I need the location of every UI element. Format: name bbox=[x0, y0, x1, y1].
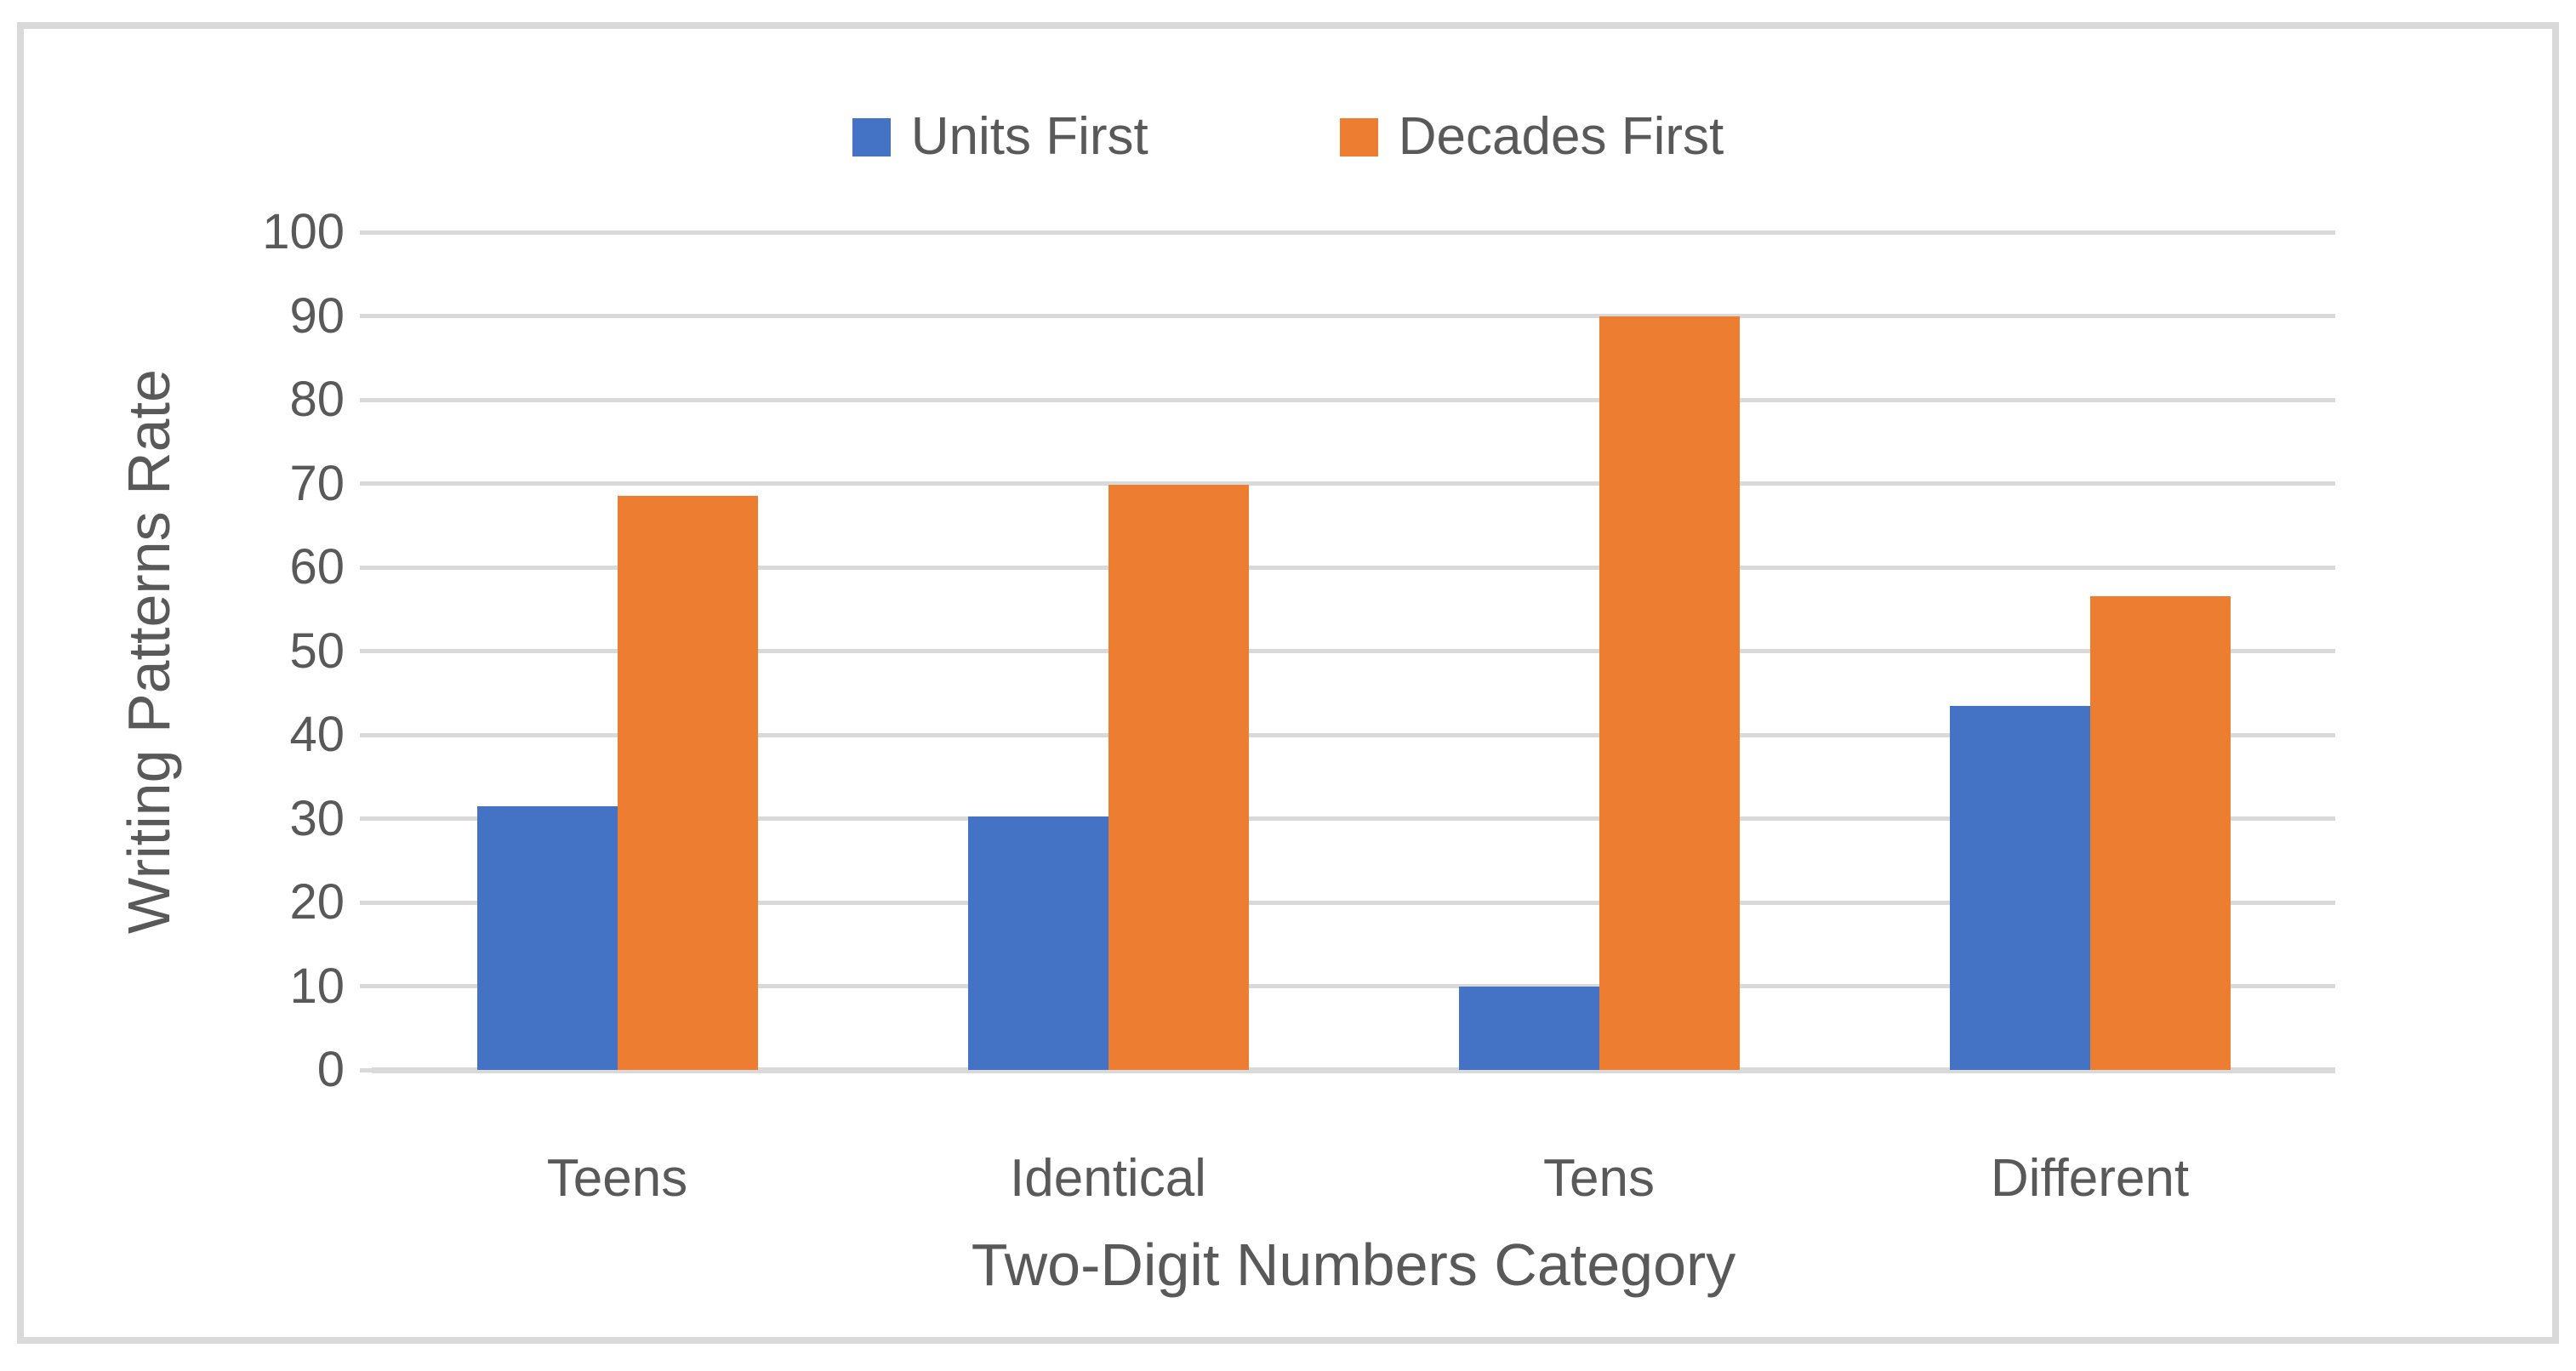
y-tick-label-80: 80 bbox=[289, 372, 345, 427]
y-axis-tick bbox=[360, 314, 372, 318]
y-tick-label-0: 0 bbox=[316, 1042, 345, 1097]
bar-decades-first-identical bbox=[1108, 485, 1249, 1070]
y-axis-tick bbox=[360, 816, 372, 821]
y-tick-label-50: 50 bbox=[289, 623, 345, 679]
gridline bbox=[372, 732, 2335, 737]
bar-units-first-identical bbox=[967, 816, 1108, 1070]
y-axis-tick bbox=[360, 900, 372, 905]
y-axis-tick bbox=[360, 984, 372, 988]
gridline bbox=[372, 984, 2335, 988]
y-axis-tick bbox=[360, 732, 372, 737]
bar-units-first-different bbox=[1949, 705, 2090, 1070]
y-tick-label-20: 20 bbox=[289, 874, 345, 930]
decades-first-swatch-icon bbox=[1339, 117, 1378, 156]
y-axis-tick bbox=[360, 565, 372, 570]
gridline bbox=[372, 816, 2335, 821]
category-label-different: Different bbox=[1990, 1149, 2190, 1208]
category-label-teens: Teens bbox=[546, 1149, 688, 1208]
legend-label-decades-first: Decades First bbox=[1398, 107, 1724, 166]
category-label-identical: Identical bbox=[1010, 1149, 1206, 1208]
gridline bbox=[372, 900, 2335, 905]
units-first-swatch-icon bbox=[852, 117, 891, 156]
x-axis-title: Two-Digit Numbers Category bbox=[971, 1232, 1736, 1298]
bar-units-first-tens bbox=[1458, 986, 1599, 1070]
y-tick-label-40: 40 bbox=[289, 707, 345, 762]
legend-item-units-first: Units First bbox=[852, 111, 1148, 163]
y-tick-label-90: 90 bbox=[289, 287, 345, 344]
gridline bbox=[372, 649, 2335, 653]
gridline bbox=[372, 314, 2335, 318]
gridline bbox=[372, 565, 2335, 570]
y-axis-tick bbox=[360, 1067, 372, 1072]
legend: Units First Decades First bbox=[0, 111, 2576, 163]
bar-decades-first-tens bbox=[1599, 316, 1740, 1070]
y-tick-label-30: 30 bbox=[289, 790, 345, 846]
gridline bbox=[372, 230, 2335, 235]
y-axis-tick bbox=[360, 397, 372, 402]
gridline bbox=[372, 481, 2335, 486]
y-axis-tick bbox=[360, 230, 372, 235]
y-axis-tick bbox=[360, 649, 372, 653]
category-label-tens: Tens bbox=[1543, 1149, 1655, 1208]
bar-units-first-teens bbox=[476, 805, 618, 1070]
bar-decades-first-different bbox=[2089, 596, 2231, 1070]
legend-label-units-first: Units First bbox=[910, 107, 1148, 166]
y-tick-label-10: 10 bbox=[289, 958, 345, 1014]
y-axis-tick bbox=[360, 481, 372, 486]
bar-decades-first-teens bbox=[617, 496, 758, 1070]
y-tick-label-70: 70 bbox=[289, 455, 345, 511]
x-axis-line bbox=[372, 1067, 2335, 1073]
y-axis-title: Writing Patterns Rate bbox=[116, 369, 182, 934]
legend-item-decades-first: Decades First bbox=[1339, 107, 1724, 166]
gridline bbox=[372, 397, 2335, 402]
y-tick-label-100: 100 bbox=[262, 204, 345, 259]
y-tick-label-60: 60 bbox=[289, 539, 345, 594]
